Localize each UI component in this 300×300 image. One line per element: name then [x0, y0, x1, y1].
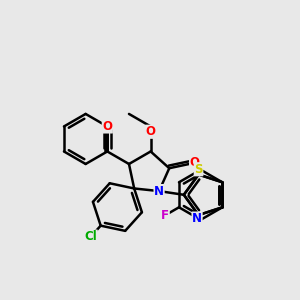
Text: Cl: Cl [85, 230, 97, 243]
Text: S: S [194, 163, 203, 176]
Text: N: N [154, 184, 164, 198]
Text: O: O [190, 156, 200, 169]
Text: N: N [192, 212, 202, 225]
Text: O: O [146, 125, 156, 138]
Text: F: F [161, 209, 169, 222]
Text: O: O [102, 120, 112, 133]
